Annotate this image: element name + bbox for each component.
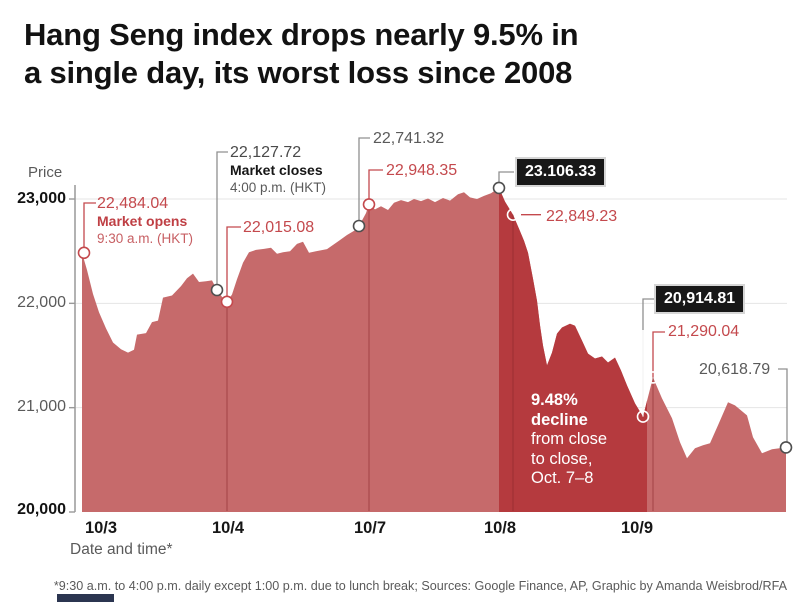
value-22127: 22,127.72 <box>230 144 302 161</box>
market-opens-label: Market opens <box>97 213 188 229</box>
peak-value-badge: 23.106.33 <box>515 157 607 187</box>
data-point-close_oct7 <box>492 181 506 195</box>
data-point-open_oct4 <box>220 295 234 309</box>
source-footnote: *9:30 a.m. to 4:00 p.m. daily except 1:0… <box>53 579 787 593</box>
y-axis-title: Price <box>28 164 63 181</box>
data-point-open_oct8 <box>506 208 520 221</box>
data-point-open_oct7 <box>362 198 376 211</box>
data-point-last_oct9 <box>779 441 793 454</box>
decline-text-1: from close <box>531 430 608 448</box>
footer-brand-bar <box>57 594 114 602</box>
decline-pct: 9.48% <box>531 391 578 409</box>
value-22849: 22,849.23 <box>546 208 618 225</box>
y-tick-20000: 20,000 <box>17 501 66 518</box>
value-22484: 22,484.04 <box>97 195 169 212</box>
data-point-close_oct3 <box>210 283 224 297</box>
close-value-badge: 20,914.81 <box>654 284 746 314</box>
value-22015: 22,015.08 <box>243 219 315 236</box>
market-opens-time: 9:30 a.m. (HKT) <box>97 231 194 246</box>
title-line-2: a single day, its worst loss since 2008 <box>24 55 573 90</box>
page-title: Hang Seng index drops nearly 9.5% in a s… <box>24 16 579 92</box>
y-tick-21000: 21,000 <box>17 398 66 415</box>
data-point-open_oct9 <box>646 371 660 384</box>
title-line-1: Hang Seng index drops nearly 9.5% in <box>24 17 579 52</box>
x-label-10-9: 10/9 <box>620 519 654 537</box>
decline-word: decline <box>531 410 588 429</box>
annotation-market-closes: 22,127.72 Market closes 4:00 p.m. (HKT) <box>230 143 326 196</box>
x-axis-title: Date and time* <box>70 541 173 558</box>
value-22741: 22,741.32 <box>373 130 445 147</box>
decline-callout: 9.48% decline from close to close, Oct. … <box>531 391 607 489</box>
x-label-10-3: 10/3 <box>84 519 118 537</box>
y-tick-23000: 23,000 <box>17 190 66 207</box>
x-label-10-4: 10/4 <box>211 519 245 537</box>
decline-text-2: to close, <box>531 449 593 468</box>
decline-text-3: Oct. 7–8 <box>531 469 594 487</box>
data-point-close_oct8 <box>636 410 650 423</box>
value-20618: 20,618.79 <box>699 361 771 378</box>
data-point-close_oct4 <box>352 219 366 233</box>
market-closes-time: 4:00 p.m. (HKT) <box>230 180 327 195</box>
value-21290: 21,290.04 <box>668 323 740 340</box>
y-tick-22000: 22,000 <box>17 294 66 311</box>
x-label-10-8: 10/8 <box>483 519 517 537</box>
x-label-10-7: 10/7 <box>353 519 387 537</box>
data-point-open_oct3 <box>77 246 91 260</box>
annotation-market-opens: 22,484.04 Market opens 9:30 a.m. (HKT) <box>97 194 193 247</box>
market-closes-label: Market closes <box>230 162 323 178</box>
value-22948: 22,948.35 <box>386 162 458 179</box>
